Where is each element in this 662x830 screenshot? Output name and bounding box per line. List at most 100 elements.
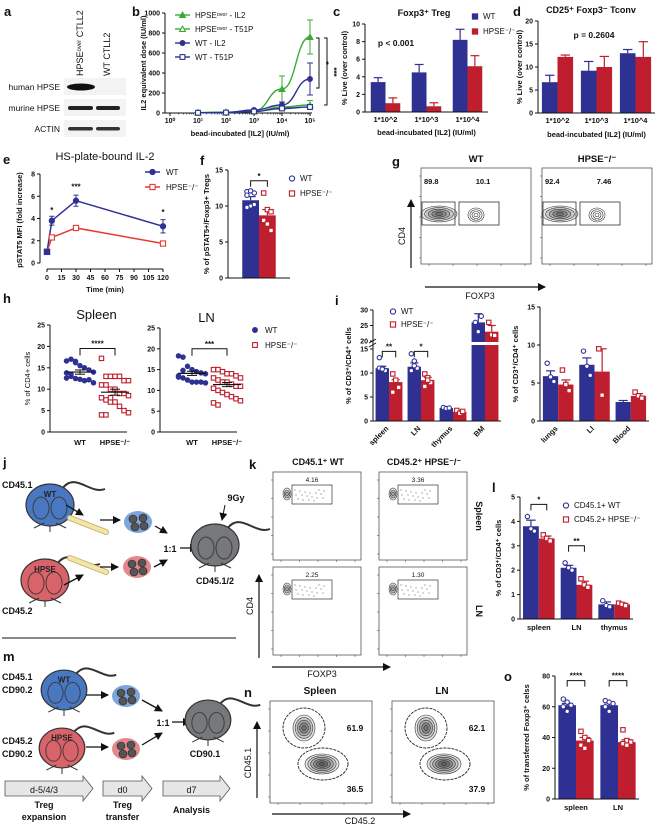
significance-bracket: [324, 37, 328, 106]
mouse-ear: [45, 571, 63, 595]
y-tick-label: 20: [360, 339, 368, 346]
circle-marker: [544, 360, 550, 366]
y-axis-label: % Live (over control): [340, 30, 349, 105]
p-value-annotation: p = 0.2604: [574, 30, 615, 40]
flow-contour: [426, 753, 462, 775]
y-tick-label: 5: [511, 495, 515, 502]
square-marker: [228, 371, 235, 377]
timeline-caption: Treg: [34, 800, 53, 810]
flow-contour: [473, 212, 479, 218]
square-marker: [471, 13, 479, 20]
circle-marker: [531, 528, 538, 534]
x-tick-label: WT: [74, 438, 86, 447]
cell: [128, 514, 138, 524]
x-tick-label: 10²: [221, 118, 232, 125]
square-marker: [260, 217, 267, 224]
x-axis-label: Time (min): [86, 285, 124, 294]
flow-contour: [285, 586, 289, 592]
timeline-arrow: [4, 774, 94, 803]
circle-marker: [77, 362, 83, 369]
event-dot: [415, 587, 417, 589]
circle-marker: [90, 380, 97, 386]
circle-marker: [244, 204, 250, 211]
mouse-ear: [215, 536, 233, 560]
square-marker: [251, 108, 257, 115]
y-tick-label: 4: [356, 74, 360, 81]
cell: [126, 687, 136, 697]
event-dot: [308, 499, 310, 501]
square-marker: [215, 402, 221, 408]
bar-BM-WT: [471, 322, 485, 421]
x-tick-label: thymus: [429, 424, 454, 449]
series-line-HPSE⁻/⁻: [46, 227, 164, 253]
x-tick-label: lungs: [539, 424, 560, 445]
y-tick-label: 0: [364, 419, 368, 426]
gate-percentage: 3.36: [412, 477, 425, 484]
y-tick-label: 30: [360, 308, 368, 315]
square-marker: [422, 371, 428, 377]
panel-e-pstat5-chart: 0 2 4 6 8 0 15 30 45 60 75 90 105 120 Time (min) pSTAT5…: [15, 151, 198, 294]
mouse-label: HPSE: [34, 565, 56, 574]
flow-contour: [310, 757, 334, 771]
bar-1*10^2-HPSE⁻/⁻: [557, 56, 574, 113]
triangle-marker: [306, 32, 314, 40]
x-axis-label: bead-incubated [IL2] (IU/ml): [191, 129, 290, 138]
chart-title: CD25⁺ Foxp3⁻ Tconv: [546, 5, 636, 15]
significance-bracket: [316, 37, 320, 89]
square-marker: [215, 387, 221, 394]
flow-contour: [391, 586, 395, 592]
bone-icon: [68, 556, 108, 574]
square-marker: [540, 532, 547, 538]
legend-label: HPSE⁻/⁻: [483, 27, 515, 36]
y-tick-label: 0: [219, 276, 223, 283]
event-dot: [415, 492, 417, 494]
square-marker: [159, 240, 167, 247]
y-tick-label: 15: [527, 305, 535, 312]
legend-label: CD45.1+ WT: [574, 501, 621, 510]
circle-marker: [72, 197, 80, 204]
square-marker: [116, 403, 123, 410]
circle-marker: [288, 175, 296, 182]
y-tick-label: 1: [511, 592, 515, 599]
panel-label-e: e: [3, 152, 10, 167]
mouse-tail: [72, 725, 115, 735]
triangle-marker: [178, 24, 187, 32]
x-tick-label: 0: [45, 275, 49, 282]
y-tick-label: 20: [542, 766, 550, 773]
circle-marker: [251, 201, 258, 208]
mouse-illustration: WT: [40, 667, 117, 716]
mouse-illustration: [190, 521, 271, 572]
panel-label-n: n: [244, 685, 252, 700]
mouse-illustration: HPSE: [20, 556, 101, 607]
flow-contour: [440, 762, 448, 766]
ratio-label: 1:1: [156, 718, 169, 728]
significance-label: *: [50, 206, 54, 215]
x-axis-label: CD45.2: [345, 816, 376, 826]
arrow: [141, 699, 163, 712]
gate-percentage: 1.30: [412, 572, 425, 579]
square-marker: [224, 371, 230, 377]
event-dot: [316, 497, 318, 499]
flow-plot-title: Spleen: [304, 686, 337, 697]
x-axis-label: bead-incubated [IL2] (IU/ml): [547, 130, 646, 139]
y-tick-label: 40: [542, 735, 550, 742]
square-marker: [559, 367, 566, 373]
bar-1*10^2-WT: [370, 82, 386, 112]
square-marker: [395, 384, 402, 391]
square-marker: [72, 224, 80, 232]
square-marker: [424, 377, 431, 383]
panel-h-ln-chart: 0 5 10 15 20 25 WT HPSE⁻/⁻ LN *** WT HPSE⁻/⁻: [147, 310, 297, 447]
y-tick-label: 5: [219, 240, 223, 247]
square-marker: [582, 734, 588, 741]
event-dot: [417, 591, 419, 593]
circle-marker: [551, 378, 557, 385]
square-marker: [103, 382, 109, 388]
square-marker: [491, 332, 498, 339]
circle-marker: [63, 370, 70, 376]
x-tick-label: 1*10^2: [374, 115, 398, 124]
x-tick-label: LN: [613, 803, 623, 812]
panel-label-d: d: [513, 4, 521, 19]
x-tick-label: 1*10^3: [585, 116, 609, 125]
cell: [130, 522, 140, 532]
donor-label: CD45.2: [2, 736, 33, 746]
